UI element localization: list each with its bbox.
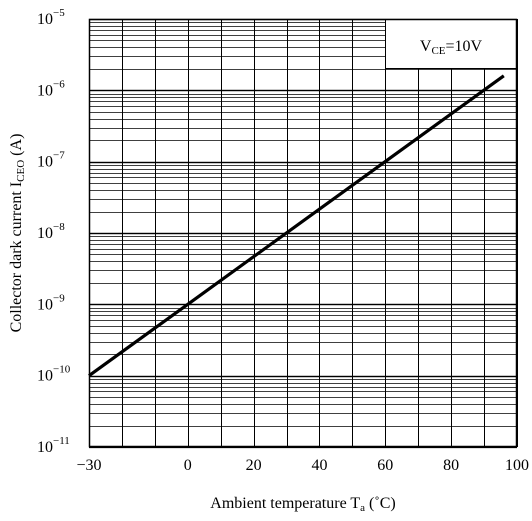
- series-line-0: [88, 74, 505, 377]
- y-axis-label: Collector dark current ICEO (A): [8, 134, 27, 333]
- y-tick-label: 10−8: [37, 221, 65, 242]
- grid: [89, 18, 518, 449]
- x-tick-label: 20: [246, 457, 262, 474]
- x-axis-label: Ambient temperature Ta (˚C): [210, 495, 395, 514]
- y-tick-label: 10−10: [37, 364, 71, 385]
- y-tick-label: 10−6: [37, 78, 65, 99]
- legend-box: [385, 20, 516, 68]
- y-tick-label: 10−11: [37, 435, 70, 456]
- plot-border: [88, 18, 518, 448]
- y-tick-label: 10−5: [37, 7, 65, 28]
- x-tick-label: −30: [76, 457, 101, 474]
- x-tick-label: 40: [311, 457, 327, 474]
- x-tick-label: 100: [505, 457, 529, 474]
- y-tick-label: 10−9: [37, 292, 65, 313]
- legend-label: VCE=10V: [420, 38, 483, 57]
- x-tick-label: 80: [443, 457, 459, 474]
- x-tick-label: 0: [184, 457, 192, 474]
- y-tick-label: 10−7: [37, 150, 65, 171]
- x-tick-label: 60: [377, 457, 393, 474]
